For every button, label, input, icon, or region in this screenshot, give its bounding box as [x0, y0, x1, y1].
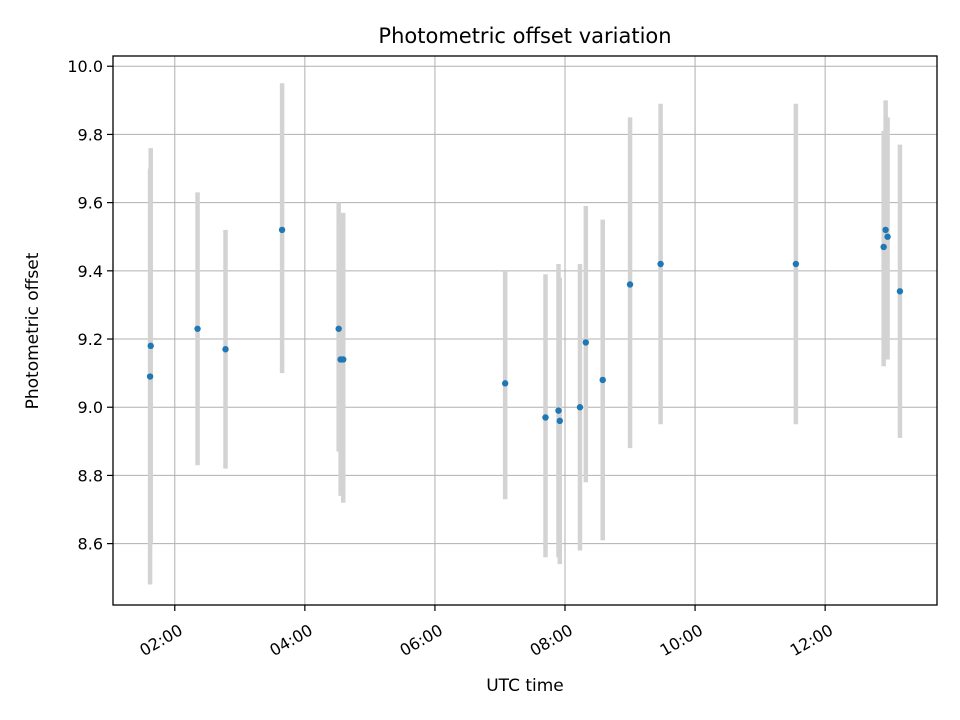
- chart-title: Photometric offset variation: [378, 24, 671, 48]
- data-points: [146, 226, 904, 425]
- data-point: [576, 404, 584, 411]
- y-tick-label: 10.0: [67, 57, 103, 76]
- data-point: [896, 288, 904, 295]
- data-point: [340, 356, 347, 363]
- data-point: [657, 260, 664, 268]
- data-point: [599, 376, 606, 384]
- y-tick-label: 9.2: [78, 330, 103, 349]
- data-point: [501, 380, 509, 387]
- y-tick-label: 8.8: [78, 466, 103, 485]
- data-point: [194, 325, 201, 332]
- y-tick-label: 9.0: [78, 398, 103, 417]
- data-point: [278, 226, 286, 234]
- data-point: [884, 233, 891, 240]
- plot-frame: [112, 55, 938, 606]
- data-point: [542, 414, 549, 421]
- data-point: [222, 346, 229, 353]
- data-point: [146, 373, 154, 380]
- data-point: [556, 417, 563, 425]
- y-tick-label: 9.4: [78, 262, 103, 281]
- data-point: [880, 243, 887, 251]
- data-point: [147, 342, 154, 350]
- x-axis-label: UTC time: [486, 676, 564, 696]
- grid: [113, 56, 937, 605]
- data-point: [555, 407, 562, 414]
- data-point: [792, 260, 800, 268]
- y-axis-label: Photometric offset: [23, 252, 43, 409]
- data-point: [335, 325, 342, 332]
- y-axis-ticks: 8.6 8.8 9.0 9.2 9.4 9.6 9.8 10.0: [67, 57, 113, 554]
- y-tick-label: 8.6: [78, 535, 103, 554]
- y-tick-label: 9.8: [78, 125, 103, 144]
- data-point: [582, 339, 590, 346]
- data-point: [882, 226, 889, 234]
- data-point: [626, 281, 634, 288]
- y-tick-label: 9.6: [78, 194, 103, 213]
